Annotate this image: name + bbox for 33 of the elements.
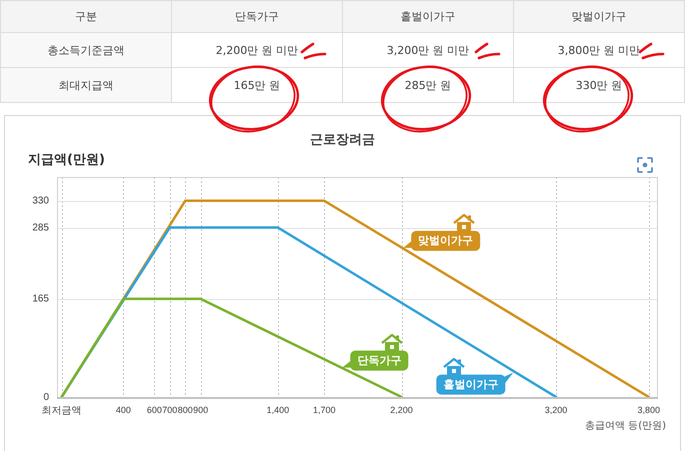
legend-label: 단독가구 (357, 354, 402, 367)
x-tick-label: 600 (146, 404, 162, 415)
y-tick-label: 0 (43, 392, 50, 403)
x-tick-label: 1,400 (266, 404, 290, 415)
y-tick-label: 330 (32, 196, 50, 207)
x-tick-label: 700 (162, 404, 178, 415)
x-tick-label: 1,700 (313, 404, 336, 415)
category-label: 맞벌이가구 (514, 0, 684, 32)
data-label: 330만 원 (514, 68, 684, 102)
data-label: 3,200만 원 미만 (342, 32, 514, 68)
y-tick-label: 285 (32, 222, 50, 234)
data-label: 2,200만 원 미만 (172, 32, 342, 68)
legend-label: 홑벌이가구 (443, 378, 498, 391)
data-label: 165만 원 (172, 68, 342, 102)
category-label: 단독가구 (172, 0, 342, 32)
x-tick-label: 400 (116, 404, 131, 415)
data-label: 285만 원 (342, 68, 514, 102)
legend-label: 맞벌이가구 (418, 234, 474, 248)
x-tick-label: 900 (193, 404, 208, 415)
x-tick-label: 3,800 (637, 404, 660, 415)
text: 총소득기준금액 (0, 32, 172, 68)
chart-title: 근로장려금 (310, 132, 375, 148)
category-label: 홑벌이가구 (342, 0, 514, 32)
y-axis-title: 지급액(만원) (28, 152, 105, 168)
x-tick-label: 3,200 (544, 404, 568, 415)
x-tick-label: 800 (178, 404, 193, 415)
x-tick-label: 2,200 (390, 404, 413, 415)
y-tick-label: 165 (32, 294, 50, 305)
text: 최대지급액 (0, 68, 172, 102)
data-label: 3,800만 원 미만 (514, 32, 684, 68)
legend-title: 구분 (0, 0, 172, 32)
x-axis-title: 총급여액 등(만원) (585, 420, 666, 432)
x-tick-label: 최저금액 (42, 406, 82, 417)
